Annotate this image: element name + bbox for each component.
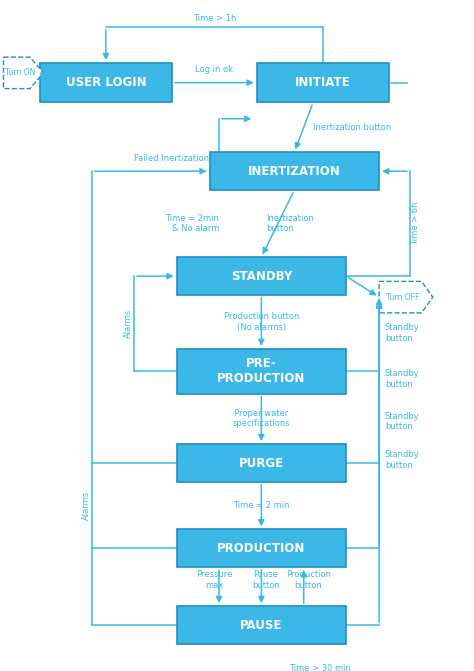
Text: Alarms: Alarms bbox=[82, 491, 91, 520]
FancyBboxPatch shape bbox=[177, 349, 346, 393]
Polygon shape bbox=[3, 57, 44, 89]
Text: Time = 2min
& No alarm: Time = 2min & No alarm bbox=[165, 214, 219, 234]
Text: Standby
button: Standby button bbox=[385, 370, 419, 389]
FancyBboxPatch shape bbox=[177, 529, 346, 567]
Text: PAUSE: PAUSE bbox=[240, 619, 283, 631]
Text: Failed Inertization: Failed Inertization bbox=[135, 154, 210, 162]
Text: Pause
button: Pause button bbox=[252, 570, 280, 590]
Text: Alarms: Alarms bbox=[124, 309, 133, 338]
FancyBboxPatch shape bbox=[210, 152, 379, 190]
Text: INITIATE: INITIATE bbox=[295, 76, 350, 89]
Text: PRODUCTION: PRODUCTION bbox=[217, 541, 306, 555]
FancyBboxPatch shape bbox=[177, 444, 346, 482]
Text: Standby
button: Standby button bbox=[385, 412, 419, 431]
Text: Turn ON: Turn ON bbox=[5, 68, 35, 77]
Text: Inertization button: Inertization button bbox=[313, 123, 392, 132]
Text: Turn OFF: Turn OFF bbox=[386, 293, 419, 302]
FancyBboxPatch shape bbox=[40, 63, 172, 103]
Text: Time > 1h: Time > 1h bbox=[192, 14, 236, 23]
Text: STANDBY: STANDBY bbox=[231, 270, 292, 282]
Text: Inertization
button: Inertization button bbox=[266, 214, 314, 234]
FancyBboxPatch shape bbox=[256, 63, 389, 103]
Text: PRE-
PRODUCTION: PRE- PRODUCTION bbox=[217, 357, 306, 385]
Text: Time > 30 min: Time > 30 min bbox=[289, 664, 351, 671]
Text: Time = 2 min: Time = 2 min bbox=[233, 501, 290, 510]
Text: Production
button: Production button bbox=[286, 570, 331, 590]
Text: USER LOGIN: USER LOGIN bbox=[65, 76, 146, 89]
Text: Production button
(No alarms): Production button (No alarms) bbox=[224, 312, 299, 331]
Text: PURGE: PURGE bbox=[239, 456, 284, 470]
Text: Standby
button: Standby button bbox=[385, 323, 419, 343]
FancyBboxPatch shape bbox=[177, 606, 346, 644]
Text: Pressure
max: Pressure max bbox=[196, 570, 232, 590]
Text: Proper water
specifications: Proper water specifications bbox=[233, 409, 290, 429]
Polygon shape bbox=[379, 281, 433, 313]
Text: INERTIZATION: INERTIZATION bbox=[248, 164, 341, 178]
FancyBboxPatch shape bbox=[177, 257, 346, 295]
Text: Log in ok: Log in ok bbox=[195, 65, 233, 74]
Text: Standby
button: Standby button bbox=[385, 450, 419, 470]
Text: Time > 6h: Time > 6h bbox=[411, 202, 420, 246]
